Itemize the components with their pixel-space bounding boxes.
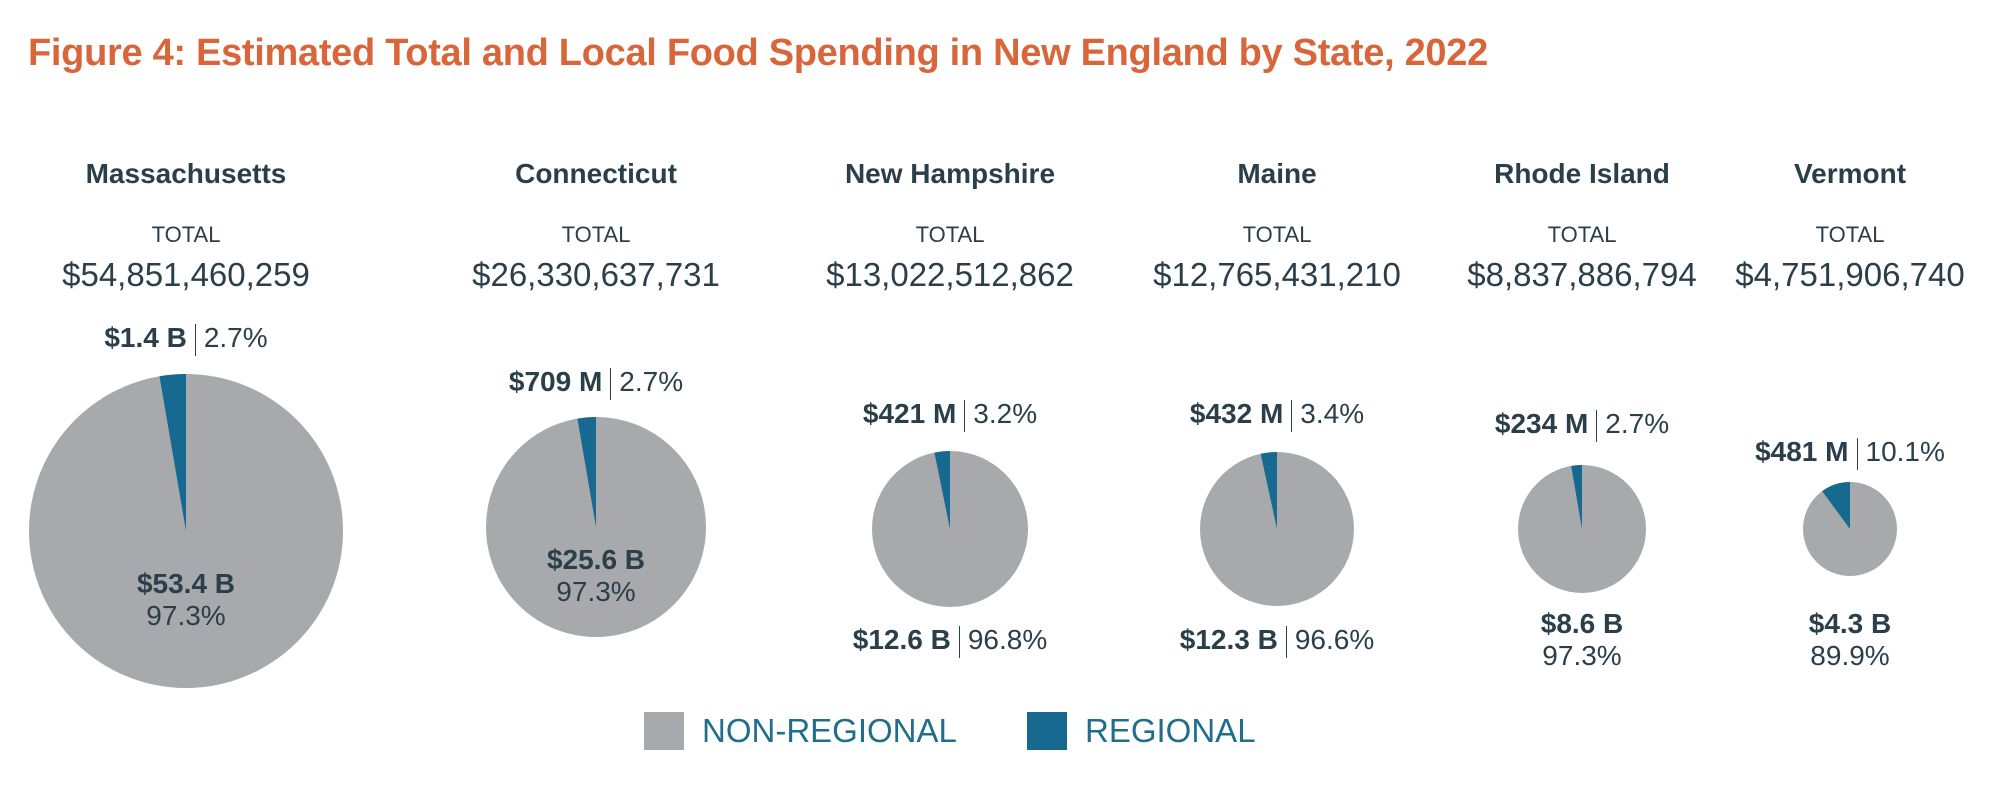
non-regional-percent: 89.9% [1810, 640, 1890, 671]
pie-slice-regional [1571, 465, 1582, 529]
regional-amount: $481 M [1755, 436, 1849, 467]
non-regional-percent: 96.6% [1294, 624, 1375, 655]
regional-percent: 3.4% [1300, 398, 1365, 429]
total-value: $54,851,460,259 [62, 256, 310, 293]
total-label: TOTAL [1547, 222, 1617, 247]
total-value: $8,837,886,794 [1467, 256, 1697, 293]
pie-slice-regional [934, 451, 950, 529]
state-name: Rhode Island [1494, 158, 1670, 189]
legend-regional: REGIONAL [1027, 712, 1256, 750]
non-regional-label: $12.3 B 96.6% [1127, 624, 1427, 658]
pie-slice-regional [577, 417, 596, 527]
total-value: $12,765,431,210 [1153, 256, 1401, 293]
total-value: $4,751,906,740 [1735, 256, 1965, 293]
regional-label: $432 M 3.4% [1127, 398, 1427, 432]
total-label: TOTAL [561, 222, 631, 247]
legend-swatch-regional [1027, 712, 1067, 750]
regional-label: $1.4 B 2.7% [36, 322, 336, 356]
total-value: $13,022,512,862 [826, 256, 1074, 293]
regional-percent: 10.1% [1865, 436, 1945, 467]
legend-swatch-non-regional [644, 712, 684, 750]
non-regional-label: $53.4 B 97.3% [36, 568, 336, 632]
separator [1856, 437, 1858, 470]
total-label: TOTAL [151, 222, 221, 247]
state-name: Connecticut [515, 158, 677, 189]
total-value: $26,330,637,731 [472, 256, 720, 293]
non-regional-percent: 97.3% [1542, 640, 1622, 671]
non-regional-label: $12.6 B 96.8% [800, 624, 1100, 658]
regional-label: $234 M 2.7% [1432, 408, 1732, 442]
separator [958, 625, 960, 658]
non-regional-amount: $25.6 B [546, 544, 646, 575]
state-name: Vermont [1793, 158, 1907, 189]
non-regional-percent: 97.3% [556, 576, 636, 607]
non-regional-amount: $8.6 B [1540, 608, 1624, 639]
regional-percent: 2.7% [1605, 408, 1670, 439]
separator [1291, 399, 1293, 432]
regional-percent: 2.7% [203, 322, 268, 353]
regional-percent: 2.7% [619, 366, 684, 397]
regional-amount: $421 M [862, 398, 957, 429]
state-name: New Hampshire [844, 158, 1056, 189]
non-regional-amount: $12.3 B [1179, 624, 1278, 655]
regional-amount: $1.4 B [104, 322, 187, 353]
state-name: Maine [1237, 158, 1317, 189]
non-regional-percent: 96.8% [967, 624, 1048, 655]
separator [964, 399, 966, 432]
regional-amount: $709 M [508, 366, 603, 397]
pie-slice-regional [1822, 482, 1850, 529]
state-name: Massachusetts [85, 158, 287, 189]
separator [610, 367, 612, 400]
legend-non-regional: NON-REGIONAL [644, 712, 957, 750]
non-regional-percent: 97.3% [146, 600, 226, 631]
legend-label-non-regional: NON-REGIONAL [702, 712, 957, 749]
pie-slice-regional [1260, 452, 1277, 529]
regional-percent: 3.2% [973, 398, 1038, 429]
non-regional-amount: $4.3 B [1808, 608, 1892, 639]
total-label: TOTAL [1815, 222, 1885, 247]
pie-slice-regional [159, 374, 186, 531]
regional-label: $481 M 10.1% [1700, 436, 2000, 470]
total-label: TOTAL [915, 222, 985, 247]
separator [1285, 625, 1287, 658]
non-regional-label: $8.6 B 97.3% [1432, 608, 1732, 672]
chart-title: Figure 4: Estimated Total and Local Food… [28, 32, 1488, 74]
non-regional-label: $25.6 B 97.3% [446, 544, 746, 608]
separator [194, 323, 196, 356]
non-regional-label: $4.3 B 89.9% [1700, 608, 2000, 672]
regional-amount: $432 M [1189, 398, 1284, 429]
non-regional-amount: $53.4 B [136, 568, 236, 599]
non-regional-amount: $12.6 B [852, 624, 951, 655]
separator [1596, 409, 1598, 442]
regional-amount: $234 M [1494, 408, 1589, 439]
regional-label: $709 M 2.7% [446, 366, 746, 400]
total-label: TOTAL [1242, 222, 1312, 247]
regional-label: $421 M 3.2% [800, 398, 1100, 432]
legend-label-regional: REGIONAL [1085, 712, 1256, 749]
